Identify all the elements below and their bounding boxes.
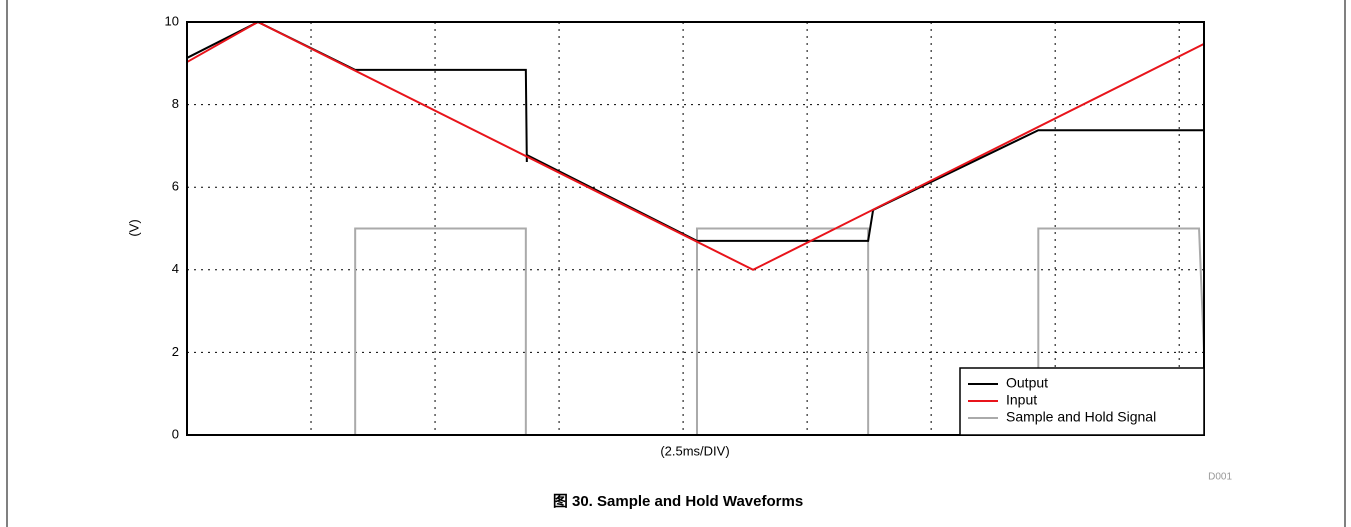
y-tick-label: 2: [172, 344, 179, 359]
series-line: [186, 20, 1205, 271]
y-tick-label: 4: [172, 261, 179, 276]
legend-label: Sample and Hold Signal: [1006, 409, 1156, 425]
y-axis-label: (V): [126, 219, 141, 236]
y-tick-label: 0: [172, 426, 179, 441]
x-axis-label: (2.5ms/DIV): [660, 443, 729, 458]
chart-title: 图 30. Sample and Hold Waveforms: [553, 493, 803, 510]
series-line: [187, 227, 1205, 436]
legend-box: [959, 367, 1205, 436]
plot-border: [186, 21, 1205, 436]
legend-label: Output: [1006, 375, 1048, 391]
series-line: [186, 20, 1204, 242]
y-tick-label: 8: [172, 96, 179, 111]
figure-id: D001: [1208, 472, 1232, 483]
y-tick-label: 10: [165, 13, 179, 28]
y-tick-label: 6: [172, 179, 179, 194]
legend-label: Input: [1006, 392, 1037, 408]
